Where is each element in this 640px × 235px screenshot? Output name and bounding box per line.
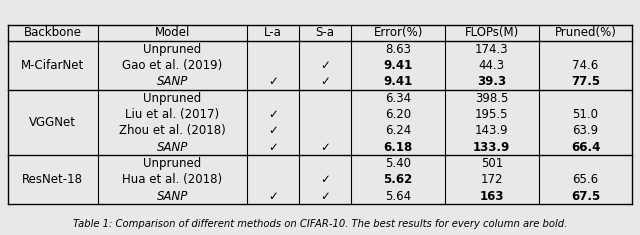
Text: 77.5: 77.5 bbox=[571, 75, 600, 88]
Text: L-a: L-a bbox=[264, 26, 282, 39]
Text: Unpruned: Unpruned bbox=[143, 92, 202, 105]
Text: 51.0: 51.0 bbox=[572, 108, 598, 121]
Text: 5.64: 5.64 bbox=[385, 190, 411, 203]
Text: 39.3: 39.3 bbox=[477, 75, 506, 88]
Text: SANP: SANP bbox=[157, 75, 188, 88]
Text: 501: 501 bbox=[481, 157, 503, 170]
Text: ✓: ✓ bbox=[268, 190, 278, 203]
Text: S-a: S-a bbox=[316, 26, 335, 39]
Text: M-CifarNet: M-CifarNet bbox=[21, 59, 84, 72]
Text: 6.34: 6.34 bbox=[385, 92, 411, 105]
Text: 67.5: 67.5 bbox=[571, 190, 600, 203]
Text: Unpruned: Unpruned bbox=[143, 157, 202, 170]
Text: 174.3: 174.3 bbox=[475, 43, 509, 56]
Text: SANP: SANP bbox=[157, 141, 188, 154]
Text: Pruned(%): Pruned(%) bbox=[554, 26, 616, 39]
Text: Gao et al. (2019): Gao et al. (2019) bbox=[122, 59, 223, 72]
Text: 195.5: 195.5 bbox=[475, 108, 509, 121]
Text: ✓: ✓ bbox=[268, 108, 278, 121]
Text: Error(%): Error(%) bbox=[373, 26, 423, 39]
Text: 74.6: 74.6 bbox=[572, 59, 598, 72]
Text: ✓: ✓ bbox=[320, 75, 330, 88]
Text: ✓: ✓ bbox=[320, 141, 330, 154]
Text: 5.62: 5.62 bbox=[383, 173, 413, 186]
Text: Unpruned: Unpruned bbox=[143, 43, 202, 56]
Text: Liu et al. (2017): Liu et al. (2017) bbox=[125, 108, 220, 121]
Text: 65.6: 65.6 bbox=[572, 173, 598, 186]
Text: ✓: ✓ bbox=[320, 190, 330, 203]
Text: 6.20: 6.20 bbox=[385, 108, 411, 121]
Text: FLOPs(M): FLOPs(M) bbox=[465, 26, 519, 39]
Text: ✓: ✓ bbox=[268, 75, 278, 88]
Text: SANP: SANP bbox=[157, 190, 188, 203]
Text: 133.9: 133.9 bbox=[473, 141, 511, 154]
Text: Zhou et al. (2018): Zhou et al. (2018) bbox=[119, 124, 226, 137]
Text: 9.41: 9.41 bbox=[383, 75, 413, 88]
Text: 44.3: 44.3 bbox=[479, 59, 505, 72]
Text: 5.40: 5.40 bbox=[385, 157, 411, 170]
Text: ✓: ✓ bbox=[320, 173, 330, 186]
Text: 9.41: 9.41 bbox=[383, 59, 413, 72]
Text: ✓: ✓ bbox=[268, 141, 278, 154]
Text: Table 1: Comparison of different methods on CIFAR-10. The best results for every: Table 1: Comparison of different methods… bbox=[73, 219, 567, 229]
Text: Backbone: Backbone bbox=[24, 26, 82, 39]
Text: ResNet-18: ResNet-18 bbox=[22, 173, 83, 186]
Text: 143.9: 143.9 bbox=[475, 124, 509, 137]
Text: 163: 163 bbox=[479, 190, 504, 203]
Text: ✓: ✓ bbox=[320, 59, 330, 72]
Text: 398.5: 398.5 bbox=[475, 92, 508, 105]
Text: 63.9: 63.9 bbox=[572, 124, 598, 137]
Text: 8.63: 8.63 bbox=[385, 43, 411, 56]
Text: Hua et al. (2018): Hua et al. (2018) bbox=[122, 173, 223, 186]
Text: 6.24: 6.24 bbox=[385, 124, 412, 137]
Text: 6.18: 6.18 bbox=[383, 141, 413, 154]
Text: 66.4: 66.4 bbox=[571, 141, 600, 154]
Text: Model: Model bbox=[155, 26, 190, 39]
Text: 172: 172 bbox=[481, 173, 503, 186]
Text: VGGNet: VGGNet bbox=[29, 116, 76, 129]
Text: ✓: ✓ bbox=[268, 124, 278, 137]
